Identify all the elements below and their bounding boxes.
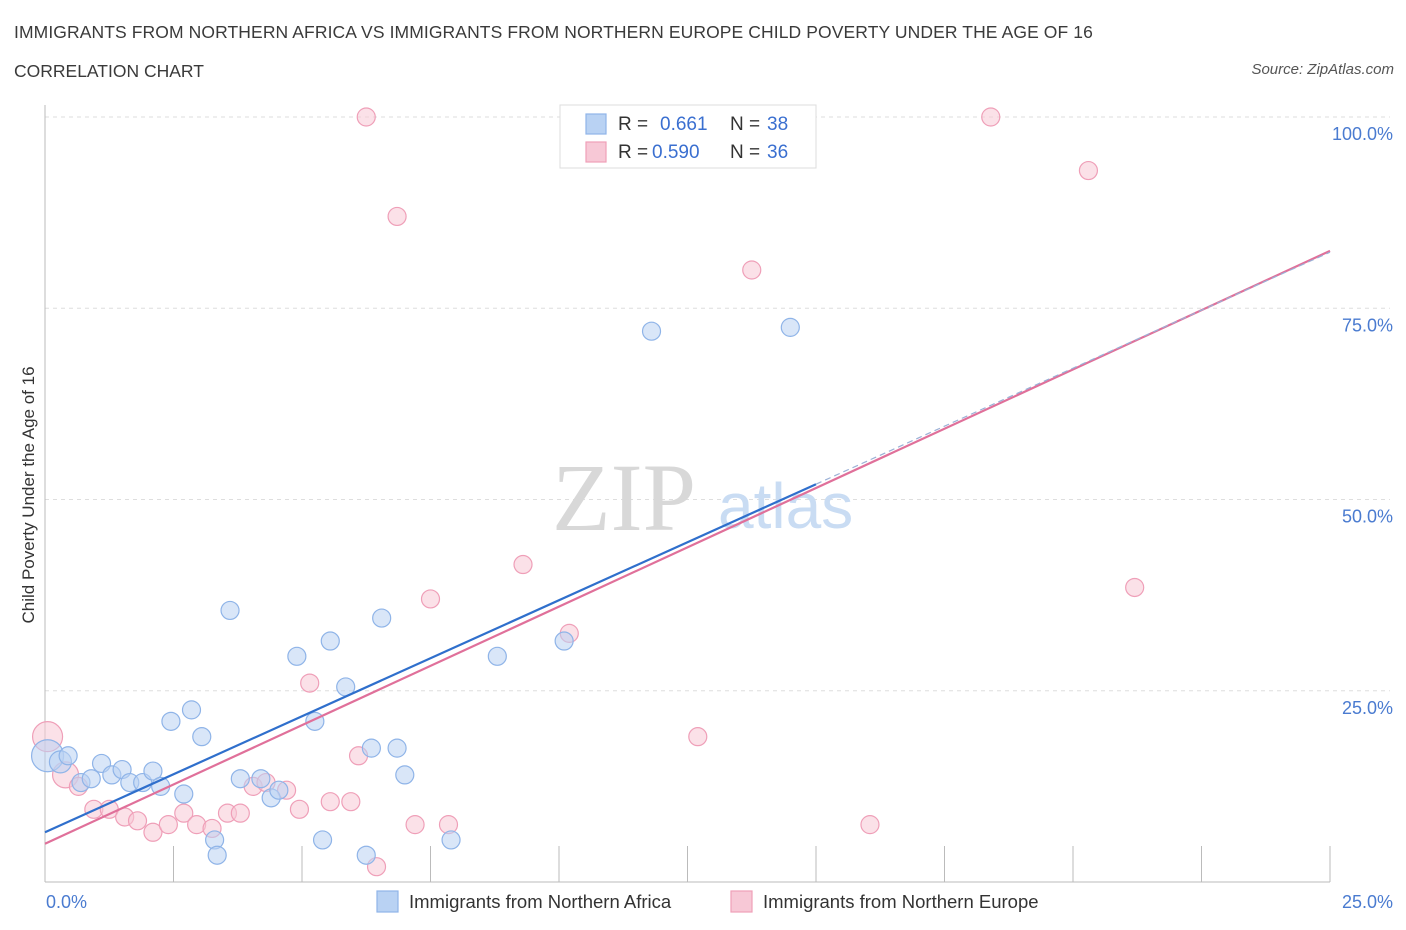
point-africa-36 — [641, 321, 662, 341]
legend-n-label-europe: N = — [730, 142, 760, 163]
point-europe-13 — [230, 803, 250, 823]
point-europe-22 — [356, 107, 376, 127]
y-tick-label-0: 25.0% — [1342, 698, 1393, 718]
bottom-legend-label-europe: Immigrants from Northern Europe — [763, 891, 1039, 912]
point-africa-18 — [220, 600, 240, 621]
legend-n-value-africa: 38 — [767, 114, 788, 135]
y-tick-label-1: 50.0% — [1342, 507, 1393, 527]
legend-r-value-europe: 0.590 — [652, 142, 700, 163]
watermark-zip: ZIP — [552, 444, 696, 551]
chart-source: Source: ZipAtlas.com — [1251, 61, 1394, 78]
point-europe-19 — [320, 792, 340, 812]
legend-r-label-europe: R = — [618, 142, 648, 163]
trend-lines — [44, 249, 1331, 845]
point-europe-34 — [1078, 160, 1099, 181]
bottom-legend: Immigrants from Northern Africa Immigran… — [376, 890, 1039, 913]
point-africa-32 — [395, 765, 415, 785]
legend-r-value-africa: 0.661 — [660, 114, 708, 135]
point-africa-25 — [312, 830, 333, 850]
legend-r-label-africa: R = — [618, 114, 648, 135]
point-africa-28 — [356, 845, 376, 865]
point-africa-33 — [441, 830, 461, 850]
trend-line-africa — [44, 483, 817, 834]
trend-line-europe — [44, 249, 1331, 845]
legend-swatch-africa — [585, 113, 607, 135]
gridlines — [45, 116, 1390, 692]
legend-n-label-africa: N = — [730, 114, 760, 135]
point-africa-15 — [192, 727, 212, 747]
bottom-legend-label-africa: Immigrants from Northern Africa — [409, 891, 672, 912]
point-europe-33 — [981, 107, 1001, 127]
x-tick-label-min: 0.0% — [46, 892, 87, 912]
point-europe-26 — [420, 589, 441, 609]
chart-title: IMMIGRANTS FROM NORTHERN AFRICA VS IMMIG… — [14, 22, 1093, 42]
point-europe-7 — [143, 822, 163, 842]
trend-line-africa-extension — [815, 251, 1331, 485]
point-europe-25 — [405, 815, 425, 835]
x-tick-label-max: 25.0% — [1342, 892, 1393, 912]
point-africa-30 — [372, 608, 392, 628]
legend-swatch-europe — [585, 141, 607, 163]
legend-box: R = 0.661 N = 38 R = 0.590 N = 36 — [559, 104, 817, 169]
point-europe-28 — [513, 554, 533, 575]
point-europe-17 — [289, 799, 310, 819]
legend-n-value-europe: 36 — [767, 142, 788, 163]
y-tick-label-3: 100.0% — [1332, 124, 1393, 144]
point-africa-23 — [287, 646, 307, 666]
point-africa-26 — [320, 631, 340, 651]
y-tick-label-2: 75.0% — [1342, 315, 1393, 335]
point-europe-8 — [158, 815, 178, 835]
point-africa-17 — [207, 845, 227, 865]
point-africa-4 — [81, 769, 101, 789]
point-africa-31 — [387, 738, 407, 758]
point-africa-35 — [554, 631, 574, 651]
point-europe-30 — [688, 727, 708, 747]
point-europe-9 — [174, 803, 194, 823]
point-africa-20 — [251, 769, 271, 789]
point-europe-32 — [860, 815, 880, 835]
point-europe-20 — [341, 792, 361, 812]
point-africa-19 — [230, 769, 250, 789]
point-africa-10 — [143, 761, 163, 781]
point-europe-24 — [387, 206, 407, 227]
point-europe-35 — [1125, 577, 1145, 598]
bottom-legend-swatch-africa — [376, 890, 399, 913]
bottom-legend-swatch-europe — [730, 890, 753, 913]
point-europe-6 — [127, 811, 148, 831]
point-africa-22 — [269, 780, 289, 800]
tick-labels: 25.0% 50.0% 75.0% 100.0% 0.0% 25.0% — [46, 124, 1393, 912]
data-points — [30, 107, 1145, 877]
point-europe-31 — [742, 260, 762, 280]
point-africa-14 — [181, 700, 202, 720]
point-europe-18 — [300, 673, 320, 693]
point-africa-29 — [361, 738, 381, 758]
point-africa-34 — [487, 646, 507, 666]
point-africa-2 — [58, 746, 78, 766]
point-africa-37 — [780, 317, 800, 337]
point-africa-12 — [161, 711, 181, 731]
point-africa-13 — [174, 784, 194, 804]
y-axis-title: Child Poverty Under the Age of 16 — [19, 366, 38, 623]
chart-subtitle: CORRELATION CHART — [14, 61, 204, 81]
